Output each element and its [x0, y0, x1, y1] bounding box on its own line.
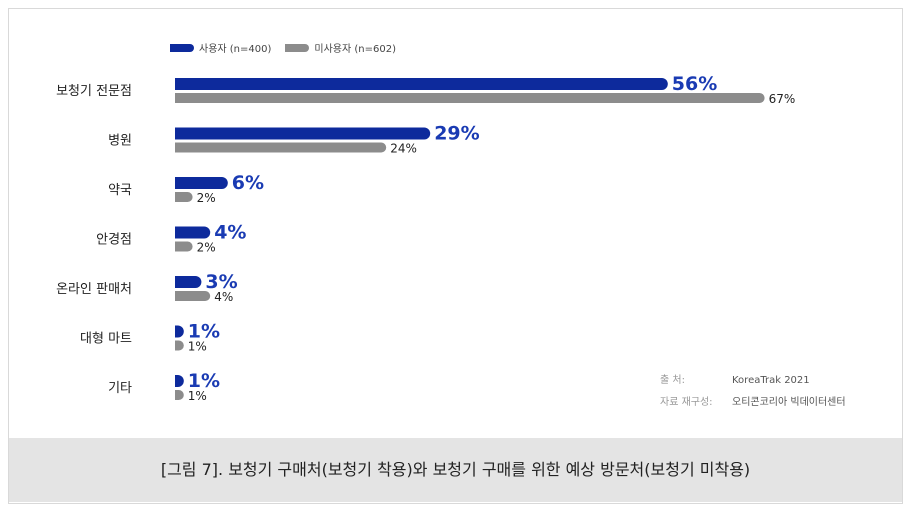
legend-swatch-nonuser: [285, 43, 310, 52]
data-label-user: 56%: [672, 73, 717, 95]
legend-item-nonuser: 미사용자 (n=602): [285, 40, 396, 55]
data-label-user: 29%: [434, 123, 479, 145]
source-note: 출 처: KoreaTrak 2021 자료 재구성: 오티콘코리아 빅데이터센터: [660, 370, 846, 414]
data-label-nonuser: 24%: [390, 142, 417, 156]
bar-nonuser: [175, 291, 211, 301]
data-label-nonuser: 4%: [214, 290, 233, 304]
category-label: 온라인 판매처: [56, 282, 132, 297]
bar-user: [175, 78, 668, 90]
bar-user: [175, 325, 184, 338]
chart-frame: [8, 8, 903, 504]
category-label: 안경점: [96, 233, 132, 248]
category-label: 대형 마트: [80, 332, 132, 347]
data-label-nonuser: 2%: [197, 191, 216, 205]
bar-user: [175, 127, 431, 140]
data-label-user: 4%: [214, 222, 246, 244]
data-label-nonuser: 1%: [188, 340, 207, 354]
source-value: KoreaTrak 2021: [732, 375, 810, 386]
reconstruction-value: 오티콘코리아 빅데이터센터: [732, 397, 846, 408]
bar-user: [175, 177, 228, 189]
bar-nonuser: [175, 390, 184, 400]
legend-item-user: 사용자 (n=400): [170, 40, 271, 55]
legend: 사용자 (n=400) 미사용자 (n=602): [170, 40, 410, 55]
data-label-user: 6%: [232, 172, 264, 194]
category-label: 약국: [108, 183, 132, 198]
data-label-nonuser: 1%: [188, 389, 207, 403]
data-label-user: 1%: [188, 321, 220, 343]
bar-nonuser: [175, 93, 765, 103]
data-label-nonuser: 67%: [769, 92, 796, 106]
reconstruction-key: 자료 재구성:: [660, 397, 713, 408]
category-label: 병원: [108, 134, 132, 149]
legend-label-user: 사용자 (n=400): [199, 44, 272, 55]
legend-label-nonuser: 미사용자 (n=602): [314, 44, 396, 55]
data-label-user: 1%: [188, 370, 220, 392]
bar-nonuser: [175, 340, 184, 351]
bar-user: [175, 226, 211, 239]
figure-caption: [그림 7]. 보청기 구매처(보청기 착용)와 보청기 구매를 위한 예상 방…: [160, 460, 751, 479]
legend-swatch-user: [170, 43, 194, 52]
caption-box: [그림 7]. 보청기 구매처(보청기 착용)와 보청기 구매를 위한 예상 방…: [9, 438, 902, 502]
bar-nonuser: [175, 241, 193, 252]
category-label: 보청기 전문점: [56, 84, 132, 99]
bar-nonuser: [175, 142, 387, 153]
data-label-nonuser: 2%: [197, 241, 216, 255]
bar-user: [175, 375, 184, 387]
bar-nonuser: [175, 192, 193, 202]
data-label-user: 3%: [205, 271, 237, 293]
source-key: 출 처:: [660, 375, 685, 386]
bar-user: [175, 276, 202, 288]
category-label: 기타: [108, 381, 132, 396]
